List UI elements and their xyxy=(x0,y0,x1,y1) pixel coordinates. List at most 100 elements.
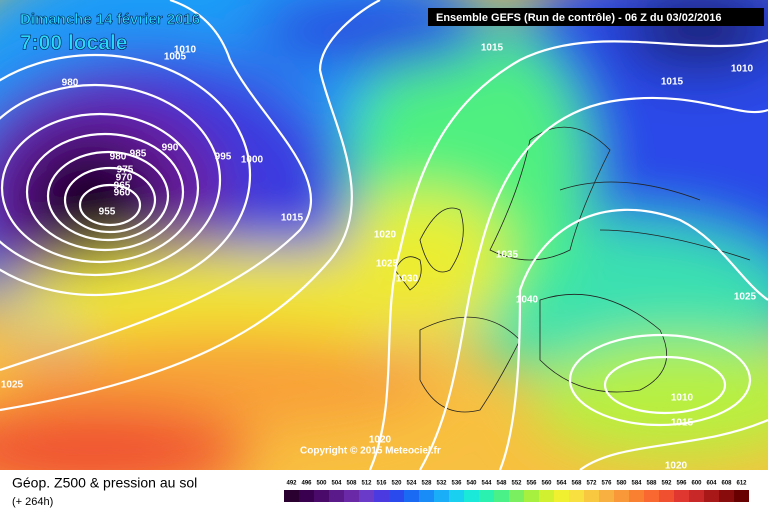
legend-swatch xyxy=(494,490,509,502)
isobar-label: 980 xyxy=(62,78,79,89)
isobars xyxy=(0,0,768,470)
time: 7:00 locale xyxy=(20,32,127,55)
legend-label: 528 xyxy=(421,481,432,487)
legend-label: 580 xyxy=(616,481,627,487)
legend-swatch xyxy=(674,490,689,502)
legend-label: 572 xyxy=(586,481,597,487)
legend-swatch xyxy=(434,490,449,502)
legend-label: 612 xyxy=(736,481,747,487)
legend-swatch xyxy=(614,490,629,502)
isobar-label: 960 xyxy=(114,188,131,199)
legend-label: 560 xyxy=(541,481,552,487)
legend-label: 564 xyxy=(556,481,567,487)
legend-label: 548 xyxy=(496,481,507,487)
legend-swatch xyxy=(644,490,659,502)
legend-label: 592 xyxy=(661,481,672,487)
isobar-label: 1030 xyxy=(396,274,419,285)
legend-label: 536 xyxy=(451,481,462,487)
legend-label: 516 xyxy=(376,481,387,487)
isobar-label: 1000 xyxy=(241,155,264,166)
legend-swatch xyxy=(569,490,584,502)
isobar-label: 1010 xyxy=(671,393,694,404)
run-info: Ensemble GEFS (Run de contrôle) - 06 Z d… xyxy=(436,12,721,24)
run-box xyxy=(428,8,764,26)
legend-swatch xyxy=(449,490,464,502)
isobar-label: 995 xyxy=(215,152,232,163)
legend-swatch xyxy=(404,490,419,502)
legend-swatch xyxy=(584,490,599,502)
isobar-label: 990 xyxy=(162,143,179,154)
legend: 492 496 500 504 508 512 516 520 524 528 532 536 540 5… xyxy=(284,481,749,502)
coastlines xyxy=(394,126,751,413)
legend-swatch xyxy=(599,490,614,502)
legend-swatch xyxy=(479,490,494,502)
footer-lead: (+ 264h) xyxy=(12,496,53,508)
isobar-label: 1020 xyxy=(665,461,688,472)
isobar-label: 1040 xyxy=(516,295,539,306)
legend-label: 512 xyxy=(361,481,372,487)
legend-label: 496 xyxy=(301,481,312,487)
legend-label: 608 xyxy=(721,481,732,487)
footer-title: Géop. Z500 & pression au sol xyxy=(12,475,197,491)
legend-label: 604 xyxy=(706,481,717,487)
isobar-label: 1015 xyxy=(481,43,504,54)
legend-label: 508 xyxy=(346,481,357,487)
isobar-label: 1025 xyxy=(734,292,757,303)
date: Dimanche 14 février 2016 xyxy=(20,11,200,28)
legend-label: 600 xyxy=(691,481,702,487)
legend-swatch xyxy=(659,490,674,502)
legend-swatch xyxy=(329,490,344,502)
isobar-label: 1015 xyxy=(661,77,684,88)
legend-swatch xyxy=(539,490,554,502)
legend-swatch xyxy=(629,490,644,502)
legend-label: 568 xyxy=(571,481,582,487)
legend-swatch xyxy=(524,490,539,502)
legend-swatch xyxy=(719,490,734,502)
legend-label: 500 xyxy=(316,481,327,487)
legend-swatch xyxy=(464,490,479,502)
legend-swatch xyxy=(389,490,404,502)
legend-label: 504 xyxy=(331,481,342,487)
legend-label: 588 xyxy=(646,481,657,487)
legend-label: 520 xyxy=(391,481,402,487)
legend-swatch xyxy=(359,490,374,502)
isobar-label: 980 xyxy=(110,152,127,163)
isobar-label: 1020 xyxy=(374,230,397,241)
isobar-label: 965 xyxy=(114,181,131,192)
isobar-label: 1020 xyxy=(369,435,392,446)
legend-label: 544 xyxy=(481,481,492,487)
legend-swatch xyxy=(284,490,299,502)
isobar-label: 1015 xyxy=(671,418,694,429)
copyright: Copyright © 2015 Meteociel.fr xyxy=(300,446,441,457)
legend-swatch xyxy=(704,490,719,502)
legend-swatch xyxy=(509,490,524,502)
isobar-label: 1010 xyxy=(174,45,197,56)
isobar-label: 1025 xyxy=(376,259,399,270)
legend-label: 492 xyxy=(286,481,297,487)
legend-label: 596 xyxy=(676,481,687,487)
isobar-label: 1035 xyxy=(496,250,519,261)
legend-label: 532 xyxy=(436,481,447,487)
legend-swatch xyxy=(314,490,329,502)
legend-label: 556 xyxy=(526,481,537,487)
legend-label: 540 xyxy=(466,481,477,487)
isobar-label: 975 xyxy=(117,165,134,176)
legend-swatch xyxy=(419,490,434,502)
isobar-label: 970 xyxy=(116,173,133,184)
legend-label: 584 xyxy=(631,481,642,487)
legend-label: 524 xyxy=(406,481,417,487)
legend-label: 552 xyxy=(511,481,522,487)
isobar-label: 1005 xyxy=(164,52,187,63)
isobar-label: 1025 xyxy=(1,380,24,391)
legend-label: 576 xyxy=(601,481,612,487)
isobar-label: 985 xyxy=(130,149,147,160)
isobar-label: 1010 xyxy=(731,64,754,75)
legend-swatch xyxy=(374,490,389,502)
isobar-label: 955 xyxy=(99,207,116,218)
isobar-label: 1015 xyxy=(281,213,304,224)
legend-swatch xyxy=(299,490,314,502)
legend-swatch xyxy=(554,490,569,502)
